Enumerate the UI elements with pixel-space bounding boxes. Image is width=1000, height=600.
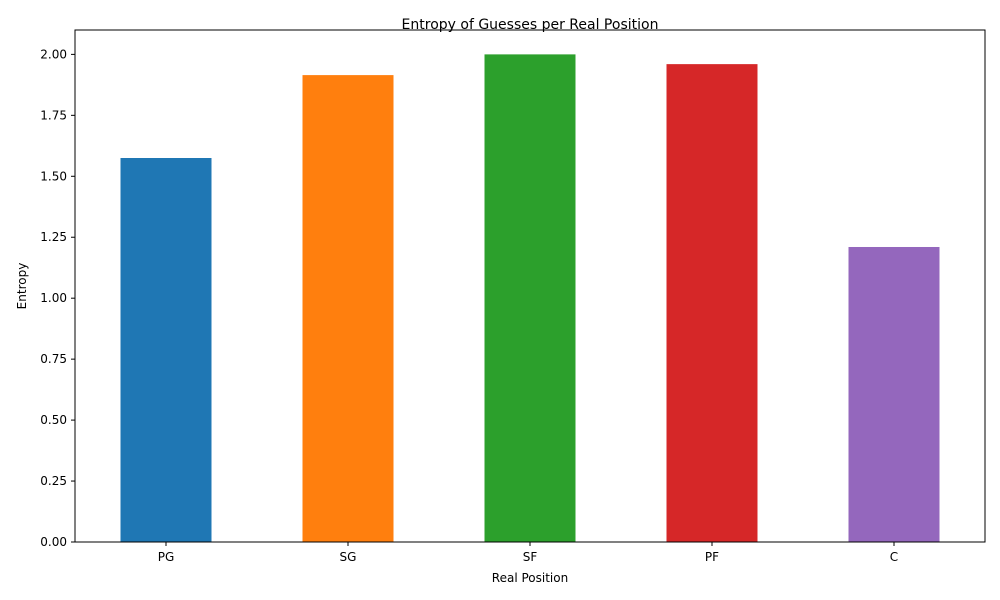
bars-group: [120, 54, 940, 542]
x-tick-label: C: [890, 550, 898, 564]
bar-c: [848, 246, 940, 542]
y-tick-label: 2.00: [40, 47, 67, 61]
x-axis-ticks: PG SG SF PF C: [158, 542, 898, 564]
x-tick-label: SG: [340, 550, 357, 564]
y-tick-label: 1.50: [40, 169, 67, 183]
chart-title: Entropy of Guesses per Real Position: [402, 17, 659, 33]
x-tick-label: SF: [523, 550, 538, 564]
y-axis-ticks: 0.00 0.25 0.50 0.75 1.00 1.25 1.50 1.75 2.00: [40, 47, 75, 549]
y-axis-label: Entropy: [15, 263, 29, 310]
y-tick-label: 1.00: [40, 291, 67, 305]
bar-sg: [302, 75, 394, 542]
y-tick-label: 0.25: [40, 474, 67, 488]
x-axis-label: Real Position: [492, 571, 568, 585]
y-tick-label: 1.75: [40, 108, 67, 122]
x-tick-label: PF: [705, 550, 719, 564]
y-tick-label: 0.50: [40, 413, 67, 427]
bar-sf: [484, 54, 576, 542]
y-tick-label: 0.75: [40, 352, 67, 366]
y-tick-label: 1.25: [40, 230, 67, 244]
plot-frame: [74, 29, 986, 543]
x-tick-label: PG: [158, 550, 175, 564]
bar-pf: [666, 64, 758, 542]
bar-pg: [120, 158, 212, 542]
y-tick-label: 0.00: [40, 535, 67, 549]
